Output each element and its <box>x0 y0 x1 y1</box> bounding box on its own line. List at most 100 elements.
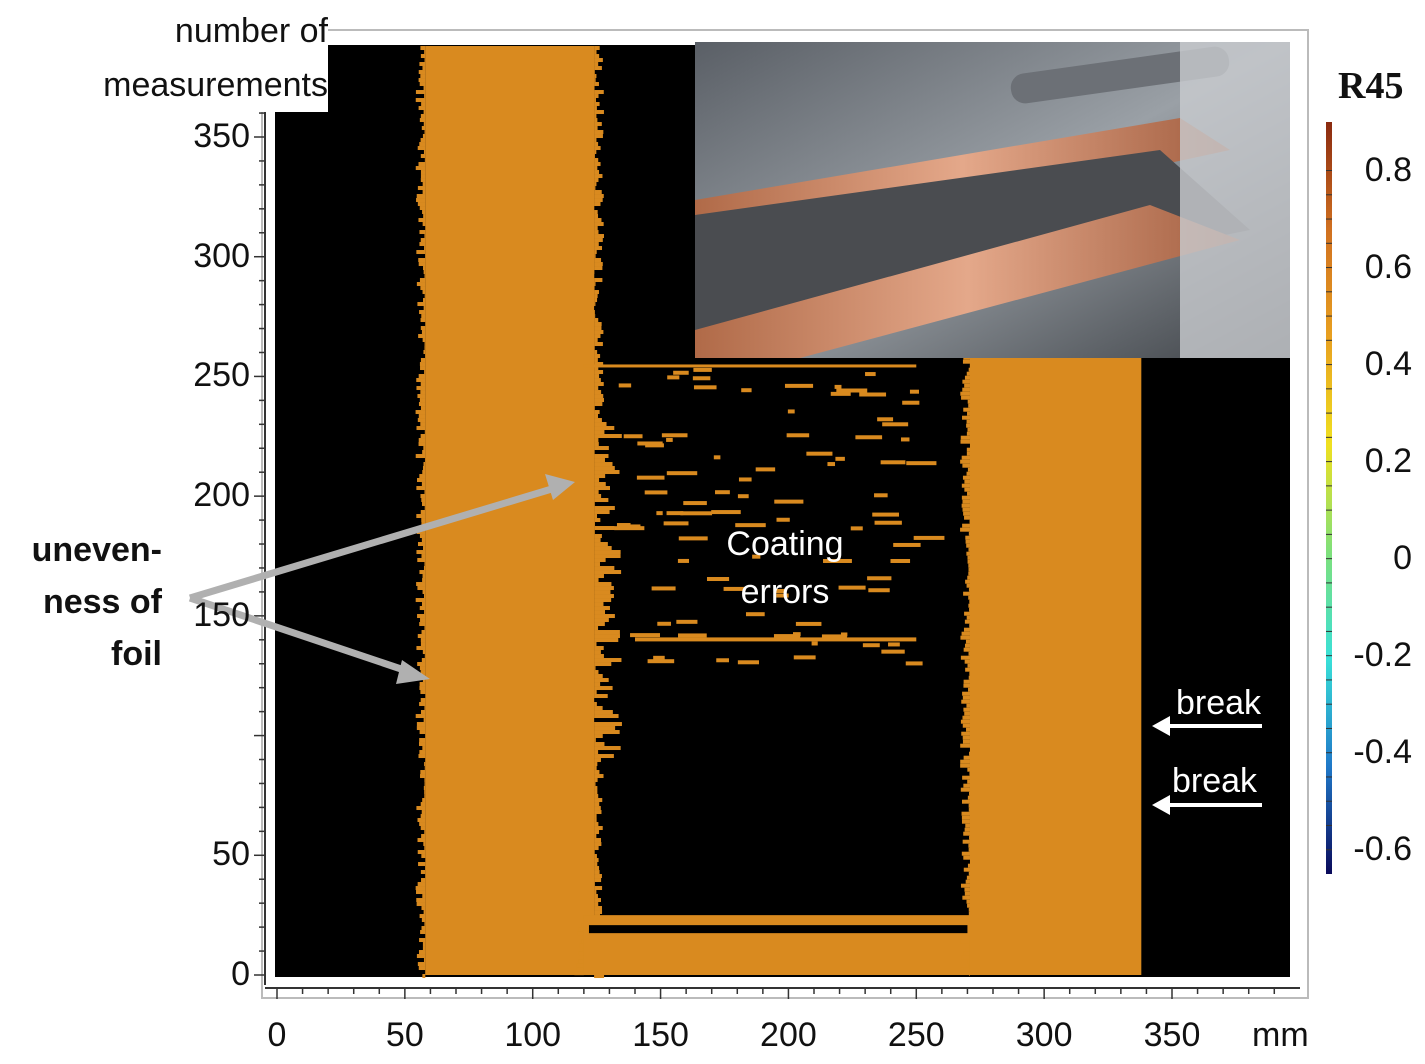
coating-error-mark <box>693 385 717 390</box>
coating-error-marks <box>583 364 945 666</box>
edge-fragment <box>594 798 603 803</box>
coating-error-mark <box>806 451 833 456</box>
coating-error-mark <box>830 391 851 396</box>
edge-fragment <box>968 563 970 568</box>
coating-error-mark <box>859 392 887 397</box>
edge-fragment <box>594 134 603 139</box>
edge-fragment <box>420 698 426 703</box>
edge-fragment <box>416 890 426 895</box>
edge-fragment <box>594 198 603 203</box>
edge-fragment <box>594 70 595 75</box>
edge-fragment <box>594 854 597 859</box>
edge-fragment <box>421 906 426 911</box>
edge-fragment <box>969 791 970 796</box>
edge-fragment <box>418 262 426 267</box>
coating-error-mark <box>795 621 822 626</box>
edge-fragment <box>420 494 426 499</box>
edge-fragment <box>968 651 970 656</box>
edge-fragment <box>422 798 426 803</box>
coating-error-mark <box>755 467 776 472</box>
coating-error-mark <box>676 619 698 624</box>
coating-error-mark <box>677 558 690 563</box>
edge-fragment <box>967 399 970 404</box>
edge-fragment <box>419 606 426 611</box>
edge-fragment <box>594 614 615 619</box>
annotation-line: ness of <box>42 583 162 621</box>
edge-fragment <box>594 662 612 667</box>
edge-fragment <box>969 771 970 776</box>
edge-fragment <box>417 614 426 619</box>
edge-fragment <box>424 50 426 55</box>
edge-fragment <box>416 426 426 431</box>
coating-error-mark <box>661 433 688 438</box>
edge-fragment <box>594 486 611 491</box>
edge-fragment <box>964 659 970 664</box>
coating-error-mark <box>666 437 673 442</box>
edge-fragment <box>960 787 970 792</box>
edge-fragment <box>594 346 595 351</box>
edge-fragment <box>966 919 970 924</box>
edge-fragment <box>594 694 608 699</box>
edge-fragment <box>579 943 584 948</box>
annotation-line: Coating <box>726 525 844 563</box>
coating-error-mark <box>787 409 795 414</box>
edge-fragment <box>967 863 970 868</box>
coating-error-mark <box>827 462 836 467</box>
edge-fragment <box>594 566 615 571</box>
colorbar-bar <box>1326 122 1332 874</box>
edge-fragment <box>424 922 426 927</box>
edge-fragment <box>581 939 584 944</box>
edge-fragment <box>419 474 426 479</box>
edge-fragment <box>594 770 600 775</box>
edge-fragment <box>418 402 426 407</box>
edge-fragment <box>594 170 600 175</box>
edge-fragment <box>963 783 970 788</box>
edge-fragment <box>964 827 970 832</box>
edge-fragment <box>594 622 605 627</box>
edge-fragment <box>420 930 426 935</box>
y-axis-label: number of measurements <box>88 4 328 112</box>
edge-fragment <box>594 262 603 267</box>
edge-fragment <box>964 711 970 716</box>
edge-fragment <box>594 302 596 307</box>
edge-fragment <box>963 683 970 688</box>
edge-fragment <box>962 415 970 420</box>
edge-fragment <box>418 950 426 955</box>
edge-fragment <box>594 210 598 215</box>
edge-fragment <box>968 367 970 372</box>
annotation-line: uneven- <box>31 531 162 569</box>
edge-fragment <box>594 754 614 759</box>
coating-error-mark <box>836 388 868 393</box>
edge-fragment <box>424 274 426 279</box>
edge-fragment <box>423 910 426 915</box>
coating-error-mark <box>741 388 752 393</box>
edge-fragment <box>594 202 601 207</box>
coating-error-mark <box>862 643 880 648</box>
foil-strip-left <box>425 46 595 975</box>
edge-fragment <box>420 46 426 51</box>
edge-fragment <box>594 214 599 219</box>
coating-error-mark <box>614 526 645 531</box>
edge-fragment <box>968 571 970 576</box>
edge-fragment <box>964 619 970 624</box>
edge-fragment <box>594 334 601 339</box>
edge-fragment <box>594 526 615 531</box>
coating-error-mark <box>656 511 663 516</box>
edge-fragment <box>577 931 584 936</box>
coating-error-mark <box>900 437 910 442</box>
edge-fragment <box>594 446 609 451</box>
coating-error-mark <box>737 494 749 499</box>
edge-fragment <box>594 590 611 595</box>
edge-fragment <box>594 722 622 727</box>
edge-fragment <box>416 282 426 287</box>
edge-fragment <box>416 386 426 391</box>
edge-fragment <box>422 66 426 71</box>
edge-fragment <box>419 206 426 211</box>
edge-fragment <box>594 466 615 471</box>
edge-fragment <box>424 626 426 631</box>
edge-fragment <box>962 499 970 504</box>
edge-fragment <box>594 626 599 631</box>
edge-fragment <box>969 671 970 676</box>
edge-fragment <box>417 850 426 855</box>
